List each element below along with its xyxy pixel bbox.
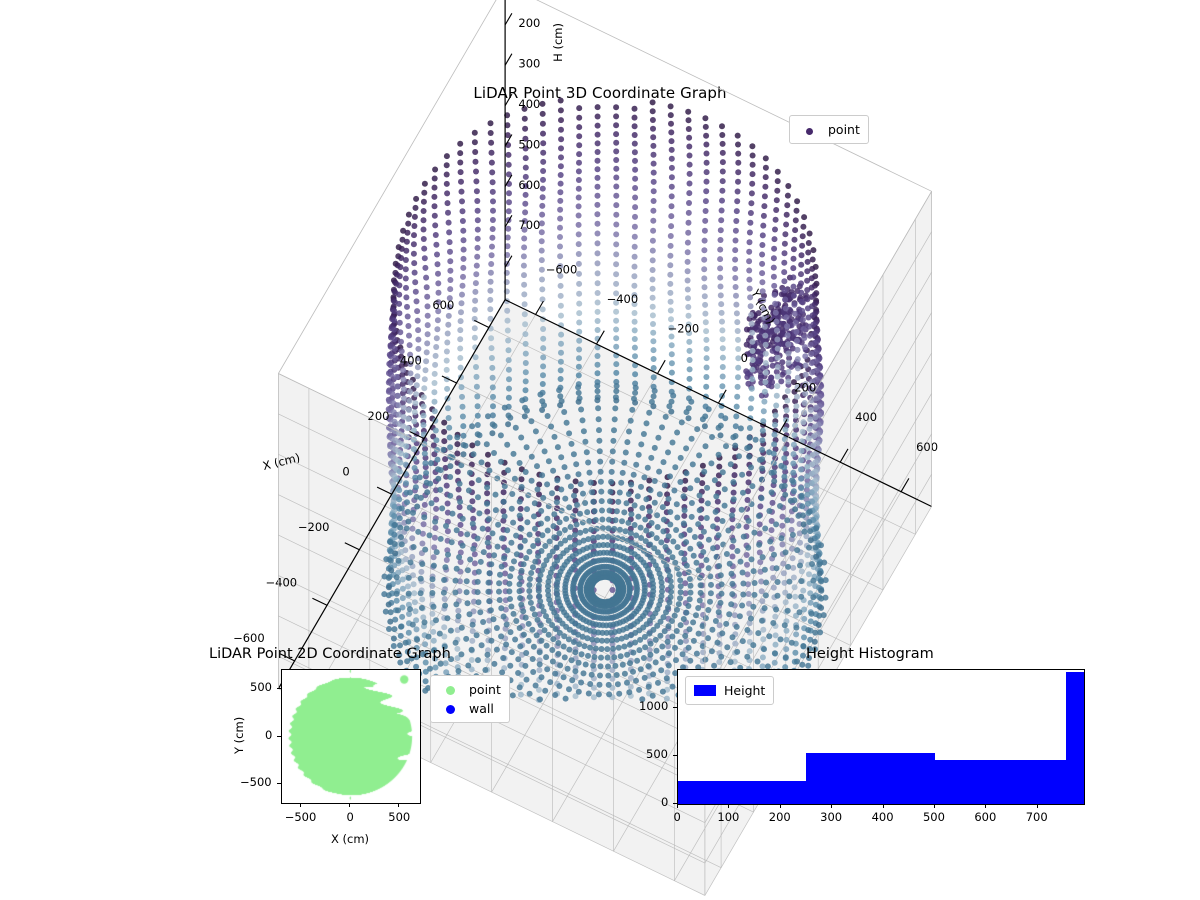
svg-text:−600: −600 — [233, 631, 265, 645]
svg-text:H (cm): H (cm) — [551, 23, 565, 62]
axis-tick-label: 0 — [265, 727, 273, 742]
axis-tick-label: 0 — [346, 810, 354, 824]
svg-text:400: 400 — [855, 410, 877, 424]
svg-text:400: 400 — [518, 97, 540, 111]
svg-text:600: 600 — [916, 440, 938, 454]
axis-tick-label: 400 — [871, 810, 894, 824]
legend-3d[interactable]: point — [789, 115, 869, 144]
svg-text:500: 500 — [518, 137, 540, 151]
axis-tick-label: −500 — [240, 775, 272, 789]
axis-tick — [882, 804, 884, 808]
legend-2d[interactable]: point wall — [430, 675, 510, 723]
axis-tick — [779, 804, 781, 808]
axis-tick-label: 600 — [974, 810, 997, 824]
axis-tick-label: 500 — [646, 747, 668, 762]
axes-2d-scatter — [281, 669, 421, 804]
chart-2d-title: LiDAR Point 2D Coordinate Graph — [209, 646, 451, 662]
chart-hist-title: Height Histogram — [806, 646, 934, 662]
axis-tick-label: −500 — [284, 810, 317, 824]
axis-tick — [277, 688, 281, 689]
legend-item-height: Height — [694, 681, 765, 700]
axis-tick — [299, 803, 301, 807]
svg-text:300: 300 — [518, 57, 540, 71]
axis-tick-label: 500 — [922, 810, 945, 824]
svg-text:200: 200 — [518, 16, 540, 30]
axis-tick — [277, 735, 281, 737]
histogram-bar — [1066, 672, 1084, 804]
wall-marker-icon — [439, 699, 461, 718]
histogram-bar — [678, 780, 807, 804]
svg-text:700: 700 — [518, 218, 540, 232]
legend-label: wall — [469, 701, 494, 716]
legend-label: point — [828, 122, 860, 137]
svg-text:200: 200 — [794, 381, 816, 395]
x-axis-label: X (cm) — [331, 832, 370, 846]
axis-tick — [933, 804, 935, 808]
axis-tick — [673, 707, 677, 709]
svg-text:0: 0 — [342, 465, 349, 479]
axis-tick-label: 1000 — [639, 699, 669, 714]
axis-tick — [673, 803, 677, 804]
legend-label: point — [469, 682, 501, 697]
svg-text:400: 400 — [400, 353, 422, 367]
chart-3d-title: LiDAR Point 3D Coordinate Graph — [473, 84, 727, 102]
height-bar-icon — [694, 681, 716, 700]
axis-tick — [1036, 804, 1038, 808]
legend-item-point: point — [439, 680, 501, 699]
point-marker-icon — [798, 120, 820, 139]
axis-tick-label: 700 — [1025, 810, 1048, 824]
legend-item-wall: wall — [439, 699, 501, 718]
axis-tick-label: 0 — [661, 795, 669, 809]
svg-text:−400: −400 — [607, 292, 639, 306]
axis-tick — [677, 804, 678, 808]
axis-tick — [398, 803, 400, 807]
axis-tick-label: 500 — [250, 680, 272, 694]
axis-tick — [349, 803, 350, 807]
scatter-3d-canvas: −600 −400 −200 0 200 400 600 X (cm) −600 −400 −200… — [233, 0, 938, 896]
svg-text:−200: −200 — [298, 520, 330, 534]
svg-text:−400: −400 — [266, 576, 298, 590]
axis-tick — [831, 804, 833, 808]
legend-label: Height — [724, 683, 766, 698]
svg-text:0: 0 — [741, 351, 748, 365]
svg-text:−600: −600 — [546, 263, 578, 277]
point-marker-icon — [439, 680, 461, 699]
svg-text:−200: −200 — [668, 322, 700, 336]
axis-tick-label: 200 — [768, 810, 791, 824]
axis-tick — [985, 804, 987, 808]
axis-tick — [277, 783, 281, 784]
axis-tick-label: 500 — [388, 810, 411, 824]
axis-tick-label: 300 — [820, 810, 843, 824]
legend-item-point: point — [798, 120, 860, 139]
axis-tick — [673, 755, 677, 757]
svg-text:600: 600 — [518, 178, 540, 192]
axis-tick-label: 100 — [717, 810, 740, 824]
histogram-bar — [934, 760, 1066, 804]
axes-3d-scatter: −600 −400 −200 0 200 400 600 X (cm) −600 −400 −200… — [190, 0, 1010, 896]
histogram-bar — [806, 752, 935, 804]
axis-tick-label: 0 — [673, 810, 681, 824]
axis-tick — [728, 804, 730, 808]
svg-text:200: 200 — [368, 409, 390, 423]
scatter-2d-canvas — [282, 670, 420, 803]
svg-text:600: 600 — [432, 298, 454, 312]
legend-histogram[interactable]: Height — [685, 676, 775, 705]
y-axis-label: Y (cm) — [232, 716, 246, 754]
